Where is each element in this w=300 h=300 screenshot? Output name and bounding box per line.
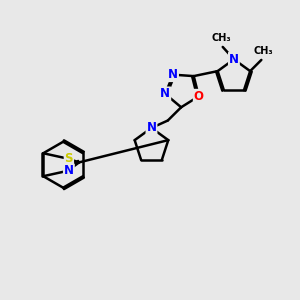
Text: CH₃: CH₃ xyxy=(212,33,231,43)
Text: N: N xyxy=(168,68,178,81)
Text: N: N xyxy=(146,122,157,134)
Text: N: N xyxy=(160,87,170,101)
Text: S: S xyxy=(64,152,73,165)
Text: N: N xyxy=(64,164,74,177)
Text: CH₃: CH₃ xyxy=(253,46,273,56)
Text: N: N xyxy=(229,53,239,66)
Text: O: O xyxy=(194,90,204,103)
